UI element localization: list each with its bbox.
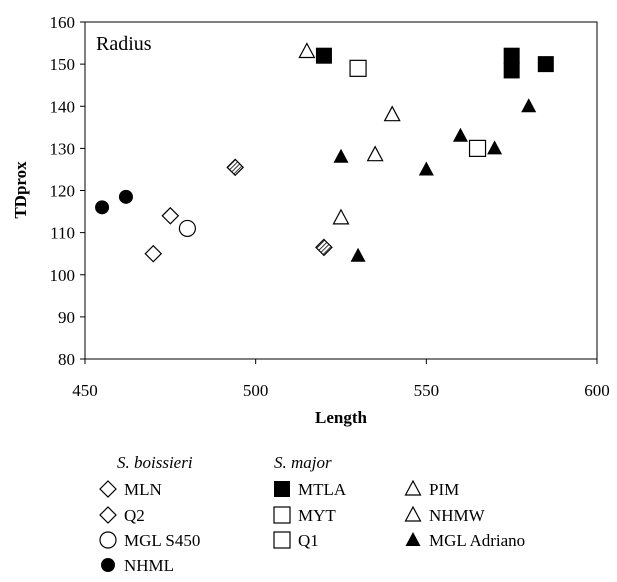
- y-axis: 80 90 100 110 120 130 140 150 160: [50, 13, 85, 369]
- legend-label-mln: MLN: [124, 480, 162, 499]
- point-pim: [298, 42, 316, 59]
- point-nhml: [118, 189, 133, 204]
- plot-area: [84, 21, 598, 360]
- legend-label-nhml: NHML: [124, 556, 174, 575]
- legend-symbol-nhml: [101, 558, 115, 572]
- legend-label-q1: Q1: [298, 531, 319, 550]
- x-tick-label: 550: [414, 381, 440, 400]
- legend-heading-boissieri: S. boissieri: [117, 453, 193, 472]
- point-nhml: [95, 200, 110, 215]
- legend-symbol-mln: [99, 480, 117, 498]
- x-tick-label: 500: [243, 381, 269, 400]
- y-tick-label: 160: [50, 13, 76, 32]
- point-mtla: [503, 47, 520, 64]
- point-mgl-adriano: [333, 148, 349, 163]
- y-tick-label: 150: [50, 55, 76, 74]
- point-pim: [366, 145, 384, 162]
- point-myt: [349, 59, 367, 77]
- point-pim: [332, 208, 350, 225]
- legend-symbols: [99, 479, 422, 572]
- panel-label: Radius: [96, 33, 152, 55]
- point-mgl-s450: [178, 219, 196, 238]
- legend-label-pim: PIM: [429, 480, 459, 499]
- legend-symbol-q1: [273, 531, 291, 549]
- legend-label-mtla: MTLA: [298, 480, 347, 499]
- point-myt: [468, 139, 487, 157]
- y-tick-label: 110: [50, 224, 75, 243]
- y-tick-label: 80: [58, 350, 75, 369]
- y-tick-label: 140: [50, 97, 76, 116]
- legend: S. boissieri S. major MLN Q2 MGL S450 NH…: [99, 453, 525, 575]
- point-mgl-adriano: [487, 140, 503, 155]
- y-tick-label: 130: [50, 139, 76, 158]
- legend-symbol-mgl-s450: [99, 531, 117, 549]
- point-mgl-adriano: [350, 247, 366, 262]
- point-q2: [226, 158, 245, 177]
- legend-symbol-mtla: [274, 481, 290, 497]
- legend-symbol-nhmw: [404, 505, 422, 522]
- legend-symbol-myt: [273, 506, 291, 524]
- legend-label-myt: MYT: [298, 506, 336, 525]
- y-tick-label: 90: [58, 308, 75, 327]
- point-pim: [383, 105, 401, 122]
- legend-symbol-pim: [404, 479, 422, 496]
- point-mgl-adriano: [521, 98, 537, 113]
- point-mtla: [537, 56, 554, 73]
- data-markers: [95, 42, 554, 263]
- legend-symbol-mgl-adriano: [405, 532, 421, 546]
- x-axis-title: Length: [315, 408, 368, 427]
- y-tick-label: 100: [50, 266, 76, 285]
- x-tick-label: 450: [72, 381, 98, 400]
- y-tick-label: 120: [50, 182, 76, 201]
- point-mtla: [315, 47, 332, 64]
- point-mgl-adriano: [418, 161, 434, 176]
- x-axis: 450 500 550 600: [72, 359, 610, 400]
- legend-label-mgl-adriano: MGL Adriano: [429, 531, 525, 550]
- legend-label-q2: Q2: [124, 506, 145, 525]
- x-tick-label: 600: [584, 381, 610, 400]
- legend-label-nhmw: NHMW: [429, 506, 486, 525]
- point-mln: [161, 206, 180, 225]
- point-mln: [144, 244, 163, 263]
- legend-label-mgl-s450: MGL S450: [124, 531, 200, 550]
- legend-heading-major: S. major: [274, 453, 332, 472]
- legend-symbol-q2: [99, 506, 117, 524]
- point-mgl-adriano: [452, 127, 468, 142]
- y-axis-title: TDprox: [11, 161, 30, 219]
- point-q2: [315, 238, 333, 257]
- point-mtla: [503, 62, 520, 79]
